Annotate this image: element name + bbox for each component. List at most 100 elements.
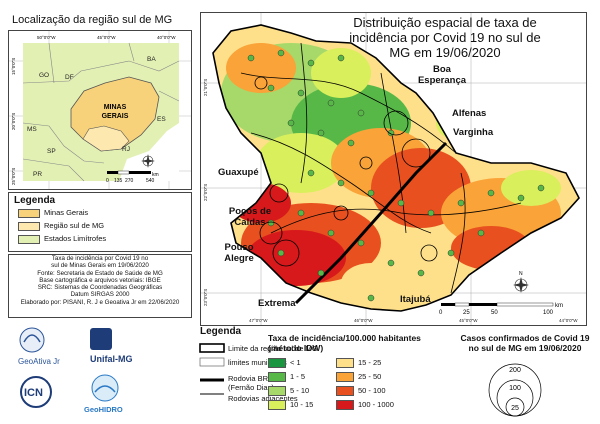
incidence-label: 1 - 5 [290,372,306,381]
inset-lon-label: 50°0'0"W [37,35,56,40]
map-lon-label: 44°0'0"W [559,318,578,323]
map-legend-symbols [199,343,225,395]
cases-circle-25 [505,397,525,417]
north-label: N [519,271,523,277]
credit-line: Datum SIRGAS 2000 [70,291,130,299]
inset-scale-label: 540 [146,178,155,184]
incidence-swatch [268,358,286,368]
cases-legend-symbols: 200 100 25 [488,363,542,417]
legend-label: Região sul de MG [44,221,105,230]
incidence-swatch [268,400,286,410]
incidence-swatch [336,386,354,396]
credit-line: sul de Minas Gerais em 19/06/2020 [51,262,149,270]
map-legend-label: Rodovia BR 381 [228,374,283,383]
inset-scale-label: 270 [125,178,134,184]
inset-lon-label: 45°0'0"W [97,35,116,40]
legend-label: Estados Limítrofes [44,234,107,243]
credit-line: Taxa de incidência por Covid 19 no [51,255,149,262]
state-label: SP [47,148,56,155]
map-legend-label: Limite da região sul de MG [228,344,318,353]
map-legend-label: (Fernão Dias) [228,383,274,392]
state-label: ES [157,116,166,123]
city-label: Boa Esperança [417,64,467,86]
main-map-svg: 47°0'0"W 46°0'0"W 45°0'0"W 44°0'0"W 21°0… [201,13,586,325]
state-label: PR [33,171,42,178]
incidence-swatch [268,372,286,382]
main-map: 47°0'0"W 46°0'0"W 45°0'0"W 44°0'0"W 21°0… [200,12,587,326]
legend-swatch [18,209,40,218]
inset-scale-unit: km [152,172,159,178]
city-label: Guaxupé [218,167,259,178]
region-boundary [212,24,580,312]
map-scale-label: 25 [463,310,470,316]
municipality-seats [247,49,545,302]
map-lat-label: 23°0'0"S [203,289,208,306]
inset-lat-label: 25°0'0"S [11,168,16,185]
logo-text: Unifal-MG [90,354,133,364]
map-legend-title: Legenda [200,326,242,337]
map-scale-label: 50 [491,310,498,316]
state-label: BA [147,56,156,63]
inset-lon-label: 40°0'0"W [157,35,176,40]
inset-scale-bar [107,170,151,175]
adjacent-highways [240,42,522,294]
city-label: Alfenas [452,108,487,119]
state-label: DF [65,74,74,81]
credit-line: Base cartográfica e arquivos vetoriais: … [39,276,161,284]
incidence-legend-title: Taxa de incidência/100.000 habitantes (m… [268,333,421,353]
inset-map-svg: 50°0'0"W 45°0'0"W 40°0'0"W 15°0'0"S 20°0… [9,31,191,189]
map-scale-bar [441,302,554,307]
ocean [119,123,179,181]
logo-text: GeoHIDRO [84,405,123,414]
incidence-swatch [268,386,286,396]
incidence-label: 10 - 15 [290,400,314,409]
map-scale-unit: km [555,303,563,309]
inset-map: 50°0'0"W 45°0'0"W 40°0'0"W 15°0'0"S 20°0… [8,30,192,190]
inset-scale-label: 135 [114,178,123,184]
legend-swatch [18,235,40,244]
logo-text: GeoAtiva Jr [18,357,60,366]
credit-line: SRC: Sistemas de Coordenadas Geográficas [37,284,163,292]
inset-lat-label: 20°0'0"S [11,113,16,130]
map-lat-label: 22°0'0"S [203,184,208,201]
incidence-label: < 1 [290,358,301,367]
north-arrow-icon: N [513,271,529,293]
city-label: Pouso Alegre [224,242,254,264]
incidence-swatch [336,372,354,382]
incidence-label: 25 - 50 [358,372,382,381]
inset-lat-label: 15°0'0"S [11,58,16,75]
incidence-label: 15 - 25 [358,358,382,367]
logos-area: GeoAtiva Jr Unifal-MG ICN GeoHIDRO [18,327,133,414]
incidence-swatch [336,358,354,368]
map-lon-label: 46°0'0"W [354,318,373,323]
south-mg-shape [82,125,130,152]
incidence-swatch [336,400,354,410]
state-label: MS [27,126,37,133]
cases-legend-title: Casos confirmados de Covid 19 no sul de … [460,333,590,353]
city-label: Extrema [258,298,296,309]
map-scale-label: 100 [543,310,554,316]
minas-gerais-label: GERAIS [102,113,129,120]
map-lon-label: 47°0'0"W [249,318,268,323]
geohidro-logo: GeoHIDRO [84,374,123,414]
legend-swatch [18,222,40,231]
inset-compass-icon [141,154,155,168]
unifal-logo: Unifal-MG [90,328,133,364]
map-credits: Taxa de incidência por Covid 19 no sul d… [8,254,192,318]
inset-map-title: Localização da região sul de MG [12,14,173,26]
incidence-label: 5 - 10 [290,386,310,395]
city-label: Itajubá [400,294,431,305]
incidence-label: 100 - 1000 [358,400,394,409]
geoativa-logo: GeoAtiva Jr [18,327,60,366]
state-label: GO [39,72,49,79]
map-scale-label: 0 [439,310,443,316]
map-title: Distribuição espacial de taxa de incidên… [349,15,541,60]
city-label: Poços de Caldas [228,206,272,228]
cases-value: 25 [511,405,519,412]
municipal-limit-symbol [199,357,225,367]
inset-scale-label: 0 [106,178,109,184]
icn-logo: ICN [20,376,52,408]
credit-line: Elaborado por: PISANI, R. J e Geoativa J… [20,298,180,306]
cases-value: 200 [509,367,521,374]
map-lon-label: 45°0'0"W [459,318,478,323]
